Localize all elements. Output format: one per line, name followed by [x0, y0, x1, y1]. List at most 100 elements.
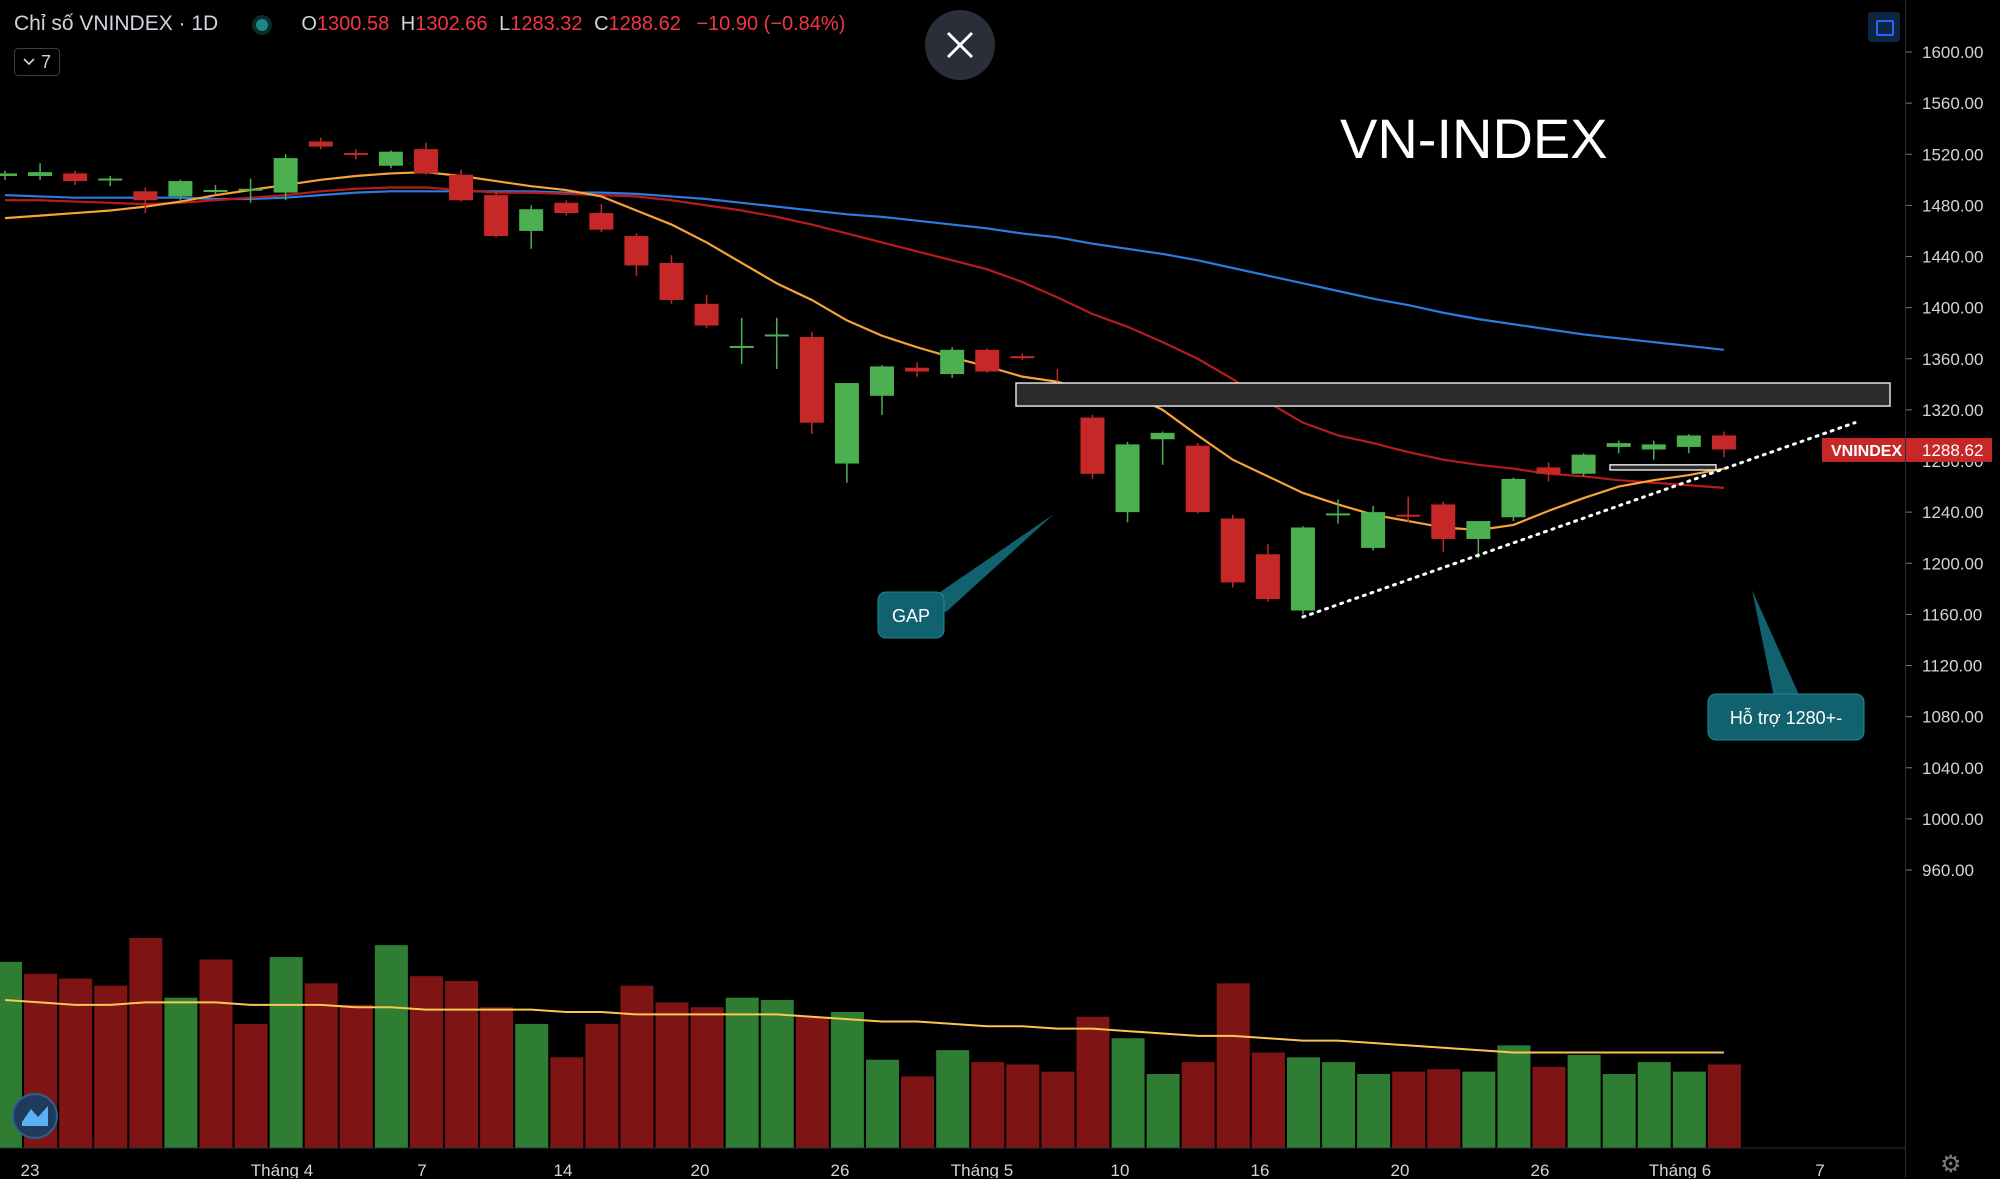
candle — [519, 205, 544, 249]
candle — [834, 383, 859, 483]
candle — [133, 187, 158, 214]
collapse-indicators-button[interactable]: 7 — [14, 48, 60, 76]
candle — [1255, 544, 1280, 602]
ma-fast-line — [4, 171, 1725, 532]
support-callout-box — [1707, 693, 1865, 741]
price-tick-label: 1400.00 — [1922, 299, 1983, 318]
time-tick-label: 7 — [1815, 1161, 1824, 1178]
low-key: L — [499, 13, 511, 35]
candle-body — [1290, 527, 1315, 611]
volume-bar — [304, 983, 338, 1148]
candle-body — [624, 236, 649, 266]
volume-layer — [0, 938, 1741, 1148]
price-axis-border — [1905, 0, 1906, 1178]
candle-body — [0, 173, 17, 176]
candle-body — [1115, 444, 1140, 513]
volume-bar — [1532, 1066, 1566, 1148]
candle — [799, 331, 824, 435]
time-tick-label: 10 — [1111, 1161, 1130, 1178]
gear-icon[interactable]: ⚙ — [1940, 1151, 1962, 1178]
candle-body — [63, 173, 88, 182]
time-tick-label: 14 — [554, 1161, 573, 1178]
volume-bar — [1041, 1071, 1075, 1148]
candle — [1606, 440, 1631, 454]
volume-bar — [374, 945, 408, 1148]
candle-body — [764, 334, 789, 337]
price-tick-label: 1320.00 — [1922, 401, 1983, 420]
price-tick-label: 1520.00 — [1922, 145, 1983, 164]
candle-body — [413, 149, 438, 174]
candle — [1431, 501, 1456, 552]
close-button[interactable] — [925, 10, 995, 80]
symbol-title: Chỉ số VNINDEX · 1D — [14, 12, 219, 35]
candle-body — [273, 158, 298, 193]
candle — [343, 149, 368, 160]
volume-bar — [1672, 1071, 1706, 1148]
tradingview-logo-icon — [12, 1093, 58, 1139]
candle-body — [1466, 521, 1491, 539]
candle — [554, 200, 579, 216]
price-axis: 1600.00 1560.00 1520.00 1480.00 1440.00 1400.… — [1822, 43, 1992, 880]
close-key: C — [594, 13, 609, 35]
candle-body — [940, 349, 965, 375]
price-tick-label: 1600.00 — [1922, 43, 1983, 62]
candle — [1220, 514, 1245, 588]
candle-body — [1431, 504, 1456, 539]
support-trendline — [1301, 421, 1857, 619]
candle-body — [449, 174, 474, 201]
candles — [0, 137, 1736, 615]
volume-bar — [164, 997, 198, 1148]
candle-body — [799, 337, 824, 423]
candle — [1711, 431, 1736, 458]
candle-body — [308, 141, 333, 147]
volume-bar — [795, 1016, 829, 1148]
candle — [1080, 414, 1105, 479]
low-value: 1283.32 — [510, 13, 583, 35]
volume-bar — [585, 1023, 619, 1148]
volume-bar — [409, 976, 443, 1148]
candle — [764, 317, 789, 369]
fullscreen-button[interactable] — [1868, 12, 1900, 42]
volume-bar — [59, 978, 93, 1148]
candle-body — [905, 367, 930, 372]
price-tick-label: 1160.00 — [1922, 605, 1982, 624]
time-tick-label: Tháng 4 — [251, 1161, 313, 1178]
time-tick-label: 7 — [417, 1161, 426, 1178]
price-tick-label: 1480.00 — [1922, 196, 1983, 215]
support-zone-box — [1609, 464, 1717, 471]
moving-averages — [4, 171, 1725, 532]
volume-bar — [234, 1023, 268, 1148]
candle-body — [168, 181, 193, 197]
volume-bar — [1392, 1071, 1426, 1148]
volume-bar — [690, 1007, 724, 1148]
open-key: O — [301, 13, 317, 35]
candle — [1466, 521, 1491, 559]
candle — [1396, 496, 1421, 523]
candle — [1501, 477, 1526, 522]
volume-bar — [936, 1050, 970, 1148]
volume-bar — [1181, 1062, 1215, 1148]
gap-callout-label: GAP — [892, 606, 930, 626]
candle — [589, 204, 614, 233]
price-tick-label: 1360.00 — [1922, 350, 1983, 369]
volume-bar — [550, 1057, 584, 1148]
candle — [624, 233, 649, 276]
volume-bar — [1322, 1062, 1356, 1148]
close-icon — [946, 31, 974, 59]
volume-bar — [901, 1076, 935, 1148]
candle — [729, 317, 754, 364]
volume-bar — [1462, 1071, 1496, 1148]
indicator-count: 7 — [40, 51, 51, 72]
candle-body — [1396, 514, 1421, 517]
candle — [1641, 440, 1666, 460]
candle — [0, 170, 17, 180]
volume-bar — [445, 980, 479, 1148]
volume-bar — [1006, 1064, 1040, 1148]
market-status-icon — [255, 18, 268, 31]
candle — [1115, 441, 1140, 523]
last-price-symbol: VNINDEX — [1831, 443, 1902, 460]
candle — [870, 365, 894, 415]
price-tick-label: 1040.00 — [1922, 759, 1983, 778]
candle-body — [1536, 467, 1561, 474]
